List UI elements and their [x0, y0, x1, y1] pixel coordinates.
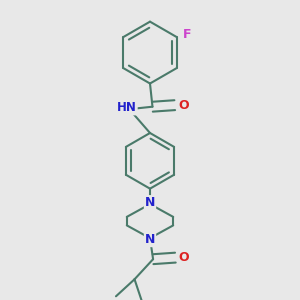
Text: F: F — [183, 28, 192, 41]
Text: N: N — [145, 196, 155, 209]
Text: N: N — [145, 233, 155, 246]
Text: HN: HN — [117, 101, 137, 114]
Text: O: O — [179, 251, 189, 264]
Text: O: O — [178, 99, 189, 112]
